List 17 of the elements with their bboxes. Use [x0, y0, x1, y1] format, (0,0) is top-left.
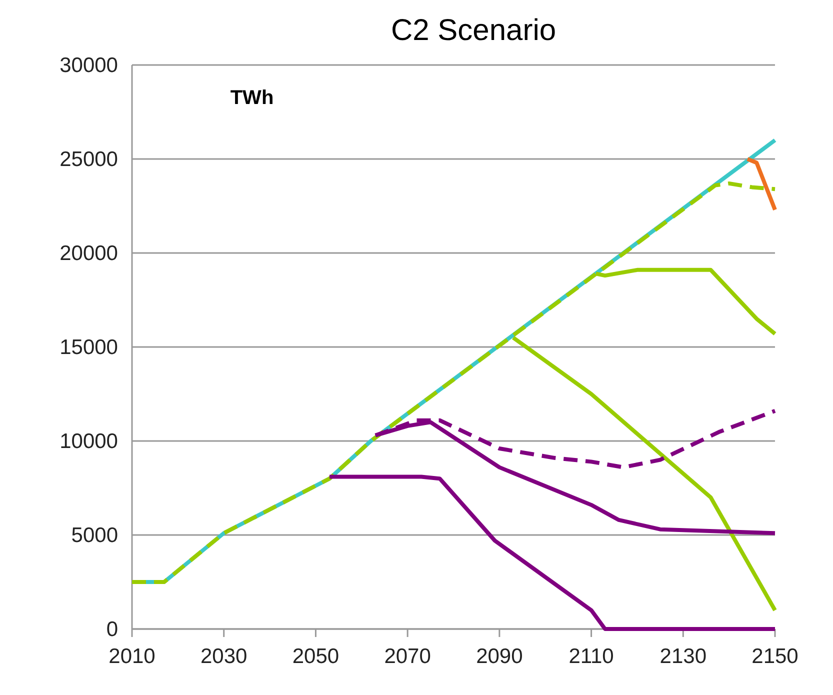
x-tick-label: 2050 [292, 645, 340, 668]
y-tick-label: 15000 [60, 336, 118, 359]
x-tick-label: 2150 [752, 645, 798, 668]
y-tick-label: 30000 [60, 54, 118, 77]
chart-title: C2 Scenario [390, 14, 556, 47]
x-tick-label: 2130 [660, 645, 706, 668]
y-axis-title: TWh [230, 87, 274, 109]
x-tick-label: 2030 [200, 645, 248, 668]
y-tick-label: 0 [106, 618, 118, 641]
y-tick-label: 20000 [60, 242, 118, 265]
x-tick-label: 2110 [568, 645, 614, 668]
x-tick-label: 2010 [108, 645, 156, 668]
x-tick-label: 2070 [384, 645, 431, 668]
y-tick-label: 25000 [60, 148, 118, 171]
y-tick-label: 10000 [60, 430, 118, 453]
x-tick-label: 2090 [476, 645, 523, 668]
y-tick-label: 5000 [71, 524, 118, 547]
